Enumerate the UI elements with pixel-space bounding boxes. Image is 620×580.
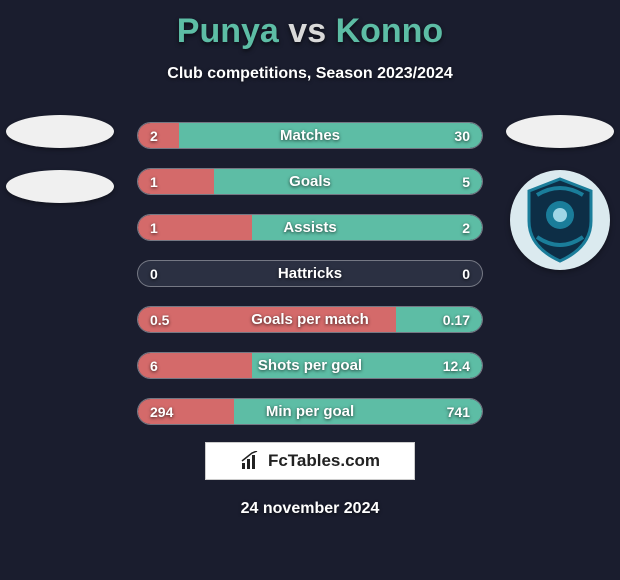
subtitle: Club competitions, Season 2023/2024 bbox=[0, 65, 620, 83]
team-badge-ellipse bbox=[6, 170, 114, 203]
stat-value-left: 294 bbox=[150, 399, 173, 424]
stat-value-right: 12.4 bbox=[443, 353, 470, 378]
stat-value-left: 2 bbox=[150, 123, 158, 148]
page-title: Punya vs Konno bbox=[0, 0, 620, 51]
stat-value-right: 30 bbox=[454, 123, 470, 148]
stat-label: Goals bbox=[138, 169, 482, 194]
stat-value-right: 5 bbox=[462, 169, 470, 194]
stat-value-left: 6 bbox=[150, 353, 158, 378]
stat-row: Hattricks0 0 bbox=[137, 260, 483, 287]
stat-value-left: 1 bbox=[150, 215, 158, 240]
left-badges-column bbox=[0, 115, 120, 203]
stat-row: Shots per goal6 12.4 bbox=[137, 352, 483, 379]
stat-value-right: 0.17 bbox=[443, 307, 470, 332]
stat-row: Goals per match0.5 0.17 bbox=[137, 306, 483, 333]
stat-label: Shots per goal bbox=[138, 353, 482, 378]
stat-label: Matches bbox=[138, 123, 482, 148]
footer-date: 24 november 2024 bbox=[0, 500, 620, 518]
brand-chart-icon bbox=[240, 451, 262, 471]
stat-value-left: 0 bbox=[150, 261, 158, 286]
stat-row: Matches2 30 bbox=[137, 122, 483, 149]
stat-label: Goals per match bbox=[138, 307, 482, 332]
stat-value-left: 0.5 bbox=[150, 307, 169, 332]
stat-label: Min per goal bbox=[138, 399, 482, 424]
stat-label: Hattricks bbox=[138, 261, 482, 286]
stat-value-left: 1 bbox=[150, 169, 158, 194]
stat-label: Assists bbox=[138, 215, 482, 240]
stat-value-right: 0 bbox=[462, 261, 470, 286]
player2-name: Konno bbox=[336, 12, 444, 50]
stat-value-right: 741 bbox=[447, 399, 470, 424]
player1-name: Punya bbox=[177, 12, 279, 50]
club-badge bbox=[510, 170, 610, 270]
club-crest-icon bbox=[521, 177, 599, 263]
stats-panel: Matches230Goals15Assists12Hattricks00Goa… bbox=[137, 122, 483, 425]
stat-row: Goals1 5 bbox=[137, 168, 483, 195]
right-badges-column bbox=[500, 115, 620, 270]
stat-row: Assists1 2 bbox=[137, 214, 483, 241]
team-badge-ellipse bbox=[506, 115, 614, 148]
team-badge-ellipse bbox=[6, 115, 114, 148]
stat-value-right: 2 bbox=[462, 215, 470, 240]
vs-text: vs bbox=[288, 12, 326, 50]
brand-box: FcTables.com bbox=[205, 442, 415, 480]
brand-text: FcTables.com bbox=[268, 451, 380, 471]
stat-row: Min per goal294 741 bbox=[137, 398, 483, 425]
